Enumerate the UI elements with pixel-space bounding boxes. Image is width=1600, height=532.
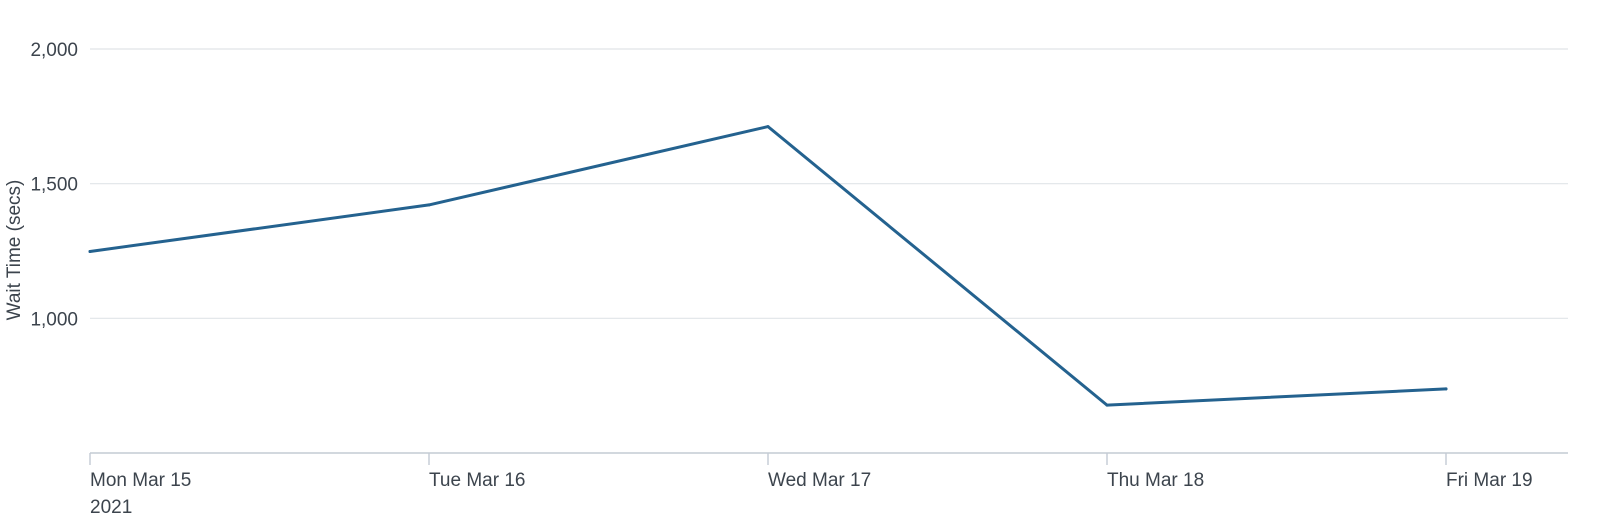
y-tick-label: 1,000 [30, 309, 78, 330]
data-point [1444, 387, 1448, 391]
x-tick-label: Mon Mar 15 [90, 470, 191, 491]
data-point [1105, 403, 1109, 407]
gridlines [90, 48, 1568, 319]
data-point [88, 250, 92, 253]
y-axis-ticks: 1,000 1,500 2,000 [30, 40, 78, 330]
data-point [427, 203, 431, 207]
x-tick-label: Wed Mar 17 [768, 470, 871, 491]
x-tick-label: Thu Mar 18 [1107, 470, 1204, 491]
x-tick-label: Fri Mar 19 [1446, 470, 1533, 491]
x-tick-label: Tue Mar 16 [429, 470, 525, 491]
data-point [766, 125, 770, 129]
x-tick-sublabel: 2021 [90, 497, 132, 518]
y-tick-label: 1,500 [30, 175, 78, 196]
y-tick-label: 2,000 [30, 40, 78, 61]
series-line [88, 125, 1448, 407]
y-axis-title: Wait Time (secs) [4, 180, 25, 321]
series-layer [88, 125, 1448, 407]
x-axis-ticks: Mon Mar 15 2021 Tue Mar 16 Wed Mar 17 Thu Ma… [89, 453, 1533, 518]
